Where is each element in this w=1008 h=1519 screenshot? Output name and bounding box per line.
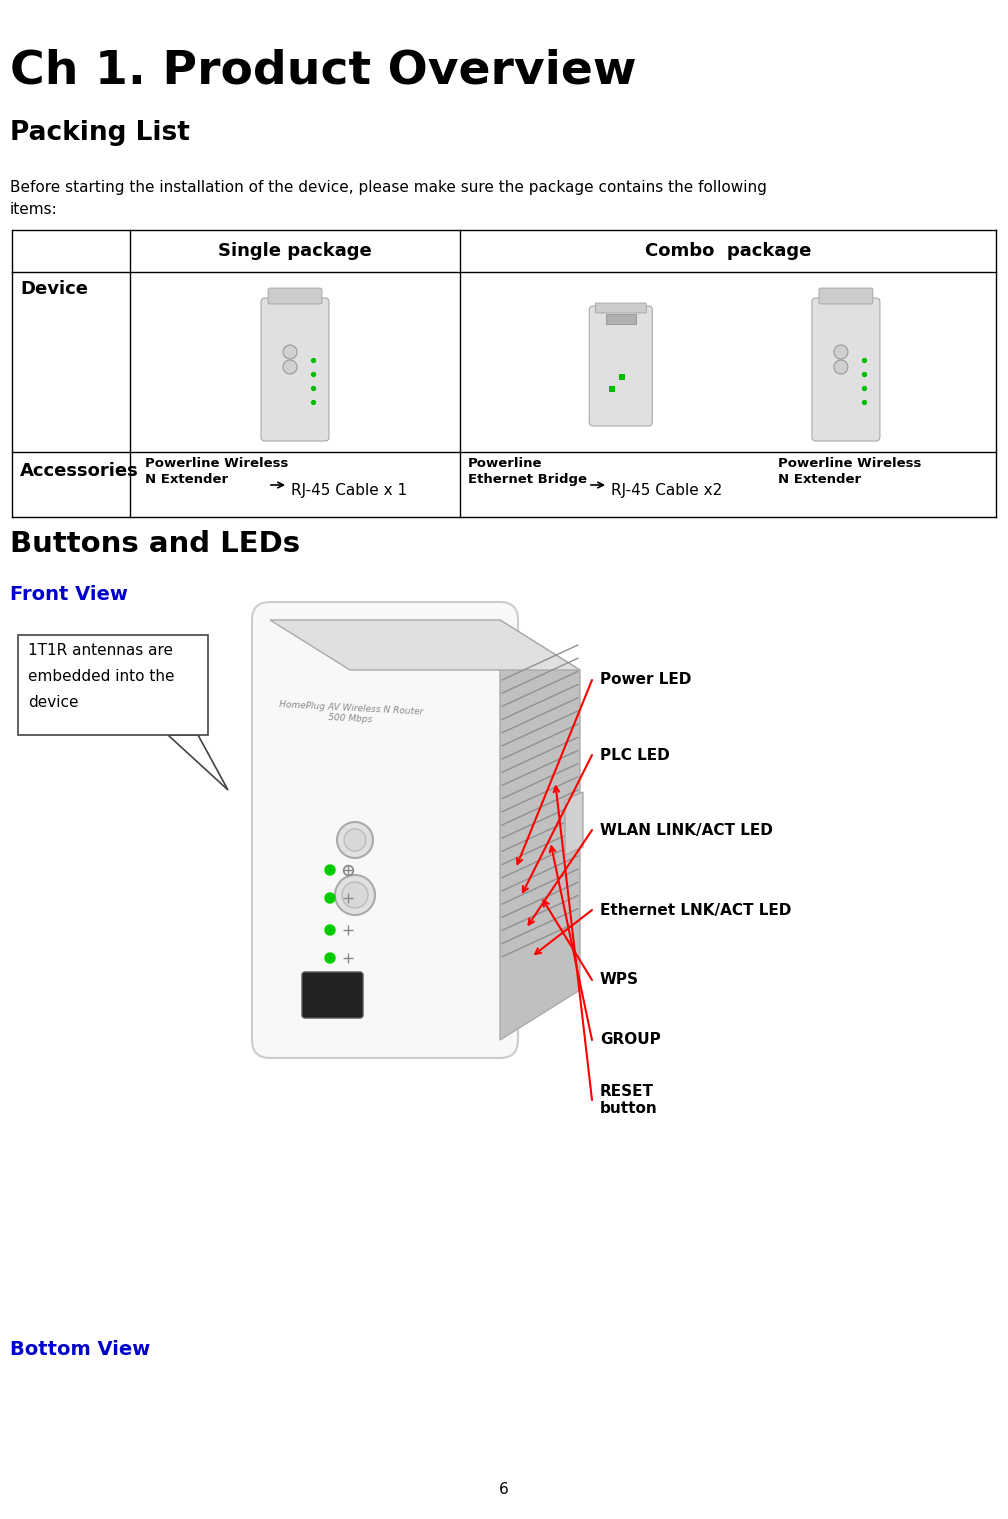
Text: GROUP: GROUP	[600, 1033, 661, 1048]
Text: Device: Device	[20, 279, 88, 298]
Circle shape	[325, 952, 335, 963]
FancyBboxPatch shape	[590, 305, 652, 425]
Text: Ethernet LNK/ACT LED: Ethernet LNK/ACT LED	[600, 902, 791, 917]
Text: RESET
button: RESET button	[600, 1083, 658, 1116]
Text: Front View: Front View	[10, 585, 128, 605]
Text: Before starting the installation of the device, please make sure the package con: Before starting the installation of the …	[10, 179, 767, 194]
Text: PLC LED: PLC LED	[600, 747, 669, 763]
Text: Powerline
Ethernet Bridge: Powerline Ethernet Bridge	[468, 457, 587, 486]
Text: items:: items:	[10, 202, 57, 217]
Circle shape	[834, 360, 848, 374]
Text: Packing List: Packing List	[10, 120, 190, 146]
Text: 6: 6	[499, 1483, 509, 1498]
Circle shape	[834, 345, 848, 358]
FancyBboxPatch shape	[302, 972, 363, 1018]
Text: Buttons and LEDs: Buttons and LEDs	[10, 530, 300, 557]
Circle shape	[283, 360, 297, 374]
Circle shape	[325, 893, 335, 902]
Text: HomePlug AV Wireless N Router
500 Mbps: HomePlug AV Wireless N Router 500 Mbps	[278, 700, 423, 728]
Text: Power LED: Power LED	[600, 673, 691, 688]
Polygon shape	[168, 735, 228, 790]
Text: WPS: WPS	[600, 972, 639, 987]
Polygon shape	[500, 620, 580, 1041]
FancyBboxPatch shape	[261, 298, 329, 441]
Text: 1T1R antennas are
embedded into the
device: 1T1R antennas are embedded into the devi…	[28, 643, 174, 709]
Text: Single package: Single package	[218, 242, 372, 260]
Text: Powerline Wireless
N Extender: Powerline Wireless N Extender	[145, 457, 288, 486]
Circle shape	[344, 829, 366, 851]
FancyBboxPatch shape	[811, 298, 880, 441]
Text: RJ-45 Cable x2: RJ-45 Cable x2	[611, 483, 723, 498]
Bar	[619, 374, 625, 380]
Text: Powerline Wireless
N Extender: Powerline Wireless N Extender	[778, 457, 921, 486]
FancyBboxPatch shape	[268, 289, 322, 304]
Text: Accessories: Accessories	[20, 462, 139, 480]
Circle shape	[325, 864, 335, 875]
Circle shape	[337, 822, 373, 858]
Circle shape	[342, 883, 368, 908]
Text: Ch 1. Product Overview: Ch 1. Product Overview	[10, 49, 636, 93]
Text: Combo  package: Combo package	[645, 242, 811, 260]
Circle shape	[335, 875, 375, 914]
Text: WLAN LINK/ACT LED: WLAN LINK/ACT LED	[600, 822, 773, 837]
Bar	[609, 386, 615, 392]
FancyBboxPatch shape	[596, 302, 646, 313]
Polygon shape	[565, 791, 583, 855]
Bar	[12, 229, 996, 516]
Bar	[18, 635, 208, 735]
Circle shape	[325, 925, 335, 936]
Polygon shape	[270, 620, 580, 670]
FancyBboxPatch shape	[252, 602, 518, 1059]
FancyBboxPatch shape	[818, 289, 873, 304]
Circle shape	[283, 345, 297, 358]
Text: Bottom View: Bottom View	[10, 1340, 150, 1360]
Bar	[606, 314, 636, 324]
Text: RJ-45 Cable x 1: RJ-45 Cable x 1	[291, 483, 407, 498]
